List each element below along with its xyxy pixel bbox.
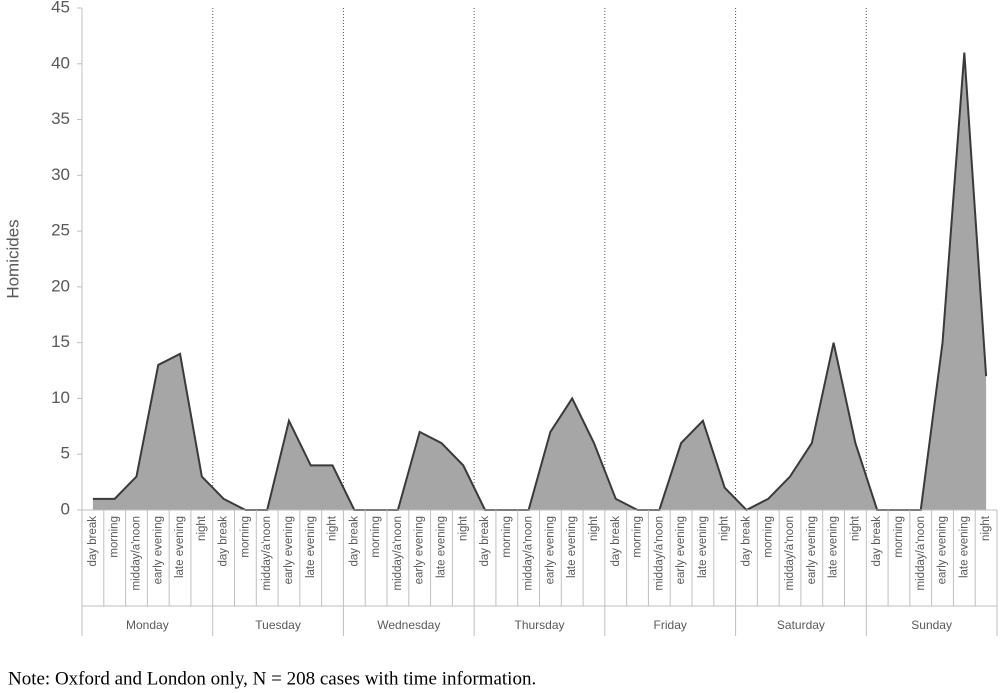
x-tick-label: morning xyxy=(632,516,644,558)
x-tick-label: early evening xyxy=(283,516,295,584)
group-label: Monday xyxy=(126,618,169,632)
x-tick-label: morning xyxy=(239,516,251,558)
group-label: Friday xyxy=(654,618,687,632)
x-tick-label: morning xyxy=(109,516,121,558)
y-tick-label: 40 xyxy=(51,53,70,72)
x-tick-label: day break xyxy=(740,516,752,567)
area xyxy=(92,52,987,510)
x-tick-label: early evening xyxy=(414,516,426,584)
x-tick-label: late evening xyxy=(828,516,840,578)
group-label: Thursday xyxy=(514,618,564,632)
x-tick-label: late evening xyxy=(566,516,578,578)
x-tick-label: morning xyxy=(370,516,382,558)
x-tick-label: early evening xyxy=(937,516,949,584)
x-tick-label: night xyxy=(196,515,208,541)
x-tick-label: late evening xyxy=(697,516,709,578)
x-tick-label: morning xyxy=(762,516,774,558)
x-tick-label: midday/a'noon xyxy=(653,516,665,590)
group-label: Wednesday xyxy=(377,618,440,632)
x-tick-label: midday/a'noon xyxy=(784,516,796,590)
y-axis-label: Homicides xyxy=(3,219,22,298)
y-tick-label: 15 xyxy=(51,332,70,351)
x-tick-label: midday/a'noon xyxy=(523,516,535,590)
x-tick-label: late evening xyxy=(958,516,970,578)
x-tick-label: early evening xyxy=(675,516,687,584)
x-tick-label: late evening xyxy=(305,516,317,578)
x-tick-label: night xyxy=(588,515,600,541)
y-tick-label: 20 xyxy=(51,276,70,295)
x-tick-label: early evening xyxy=(806,516,818,584)
area-line xyxy=(92,52,988,512)
x-tick-label: night xyxy=(849,515,861,541)
x-tick-label: early evening xyxy=(544,516,556,584)
x-tick-label: night xyxy=(719,515,731,541)
x-tick-label: night xyxy=(980,515,992,541)
x-tick-label: early evening xyxy=(152,516,164,584)
group-label: Saturday xyxy=(777,618,825,632)
x-tick-label: late evening xyxy=(435,516,447,578)
y-tick-label: 0 xyxy=(61,499,70,518)
y-tick-label: 5 xyxy=(61,444,70,463)
x-tick-label: midday/a'noon xyxy=(261,516,273,590)
x-tick-label: midday/a'noon xyxy=(130,516,142,590)
x-tick-label: midday/a'noon xyxy=(915,516,927,590)
group-label: Tuesday xyxy=(255,618,301,632)
x-tick-label: night xyxy=(457,515,469,541)
x-tick-label: day break xyxy=(871,516,883,567)
x-tick-label: late evening xyxy=(174,516,186,578)
group-label: Sunday xyxy=(911,618,952,632)
y-tick-label: 10 xyxy=(51,388,70,407)
x-tick-label: morning xyxy=(893,516,905,558)
x-tick-label: day break xyxy=(479,516,491,567)
x-tick-label: night xyxy=(327,515,339,541)
x-tick-label: day break xyxy=(610,516,622,567)
x-tick-label: day break xyxy=(218,516,230,567)
note: Note: Oxford and London only, N = 208 ca… xyxy=(8,668,536,689)
y-tick-label: 45 xyxy=(51,0,70,16)
y-tick-label: 35 xyxy=(51,109,70,128)
x-tick-label: day break xyxy=(348,516,360,567)
x-tick-label: day break xyxy=(87,516,99,567)
y-tick-label: 25 xyxy=(51,221,70,240)
x-tick-label: morning xyxy=(501,516,513,558)
x-tick-label: midday/a'noon xyxy=(392,516,404,590)
y-tick-label: 30 xyxy=(51,165,70,184)
